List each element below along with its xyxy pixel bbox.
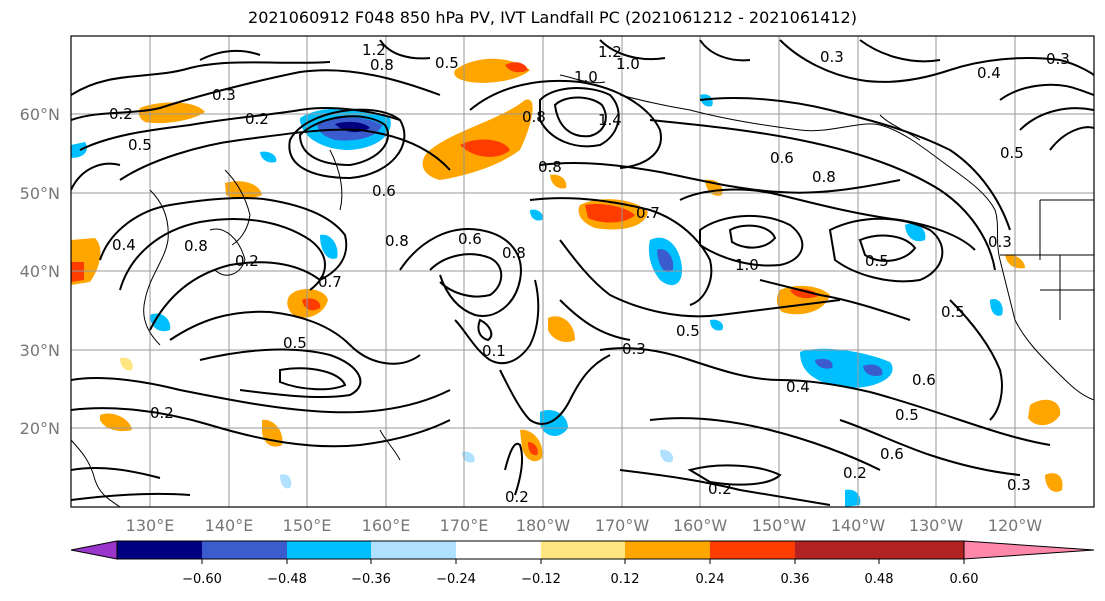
- lon-label: 120°W: [988, 516, 1043, 535]
- contour-label: 0.3: [988, 233, 1012, 251]
- lon-label: 160°W: [673, 516, 728, 535]
- contour-label: 0.2: [235, 252, 259, 270]
- colorbar-tick-label: −0.48: [267, 572, 307, 587]
- lon-label: 170°W: [595, 516, 650, 535]
- contour-label: 0.6: [880, 445, 904, 463]
- contour-label: 0.8: [370, 56, 394, 74]
- colorbar-segment: [456, 541, 541, 559]
- contour-label: 0.8: [184, 237, 208, 255]
- pv-contours: [71, 39, 1094, 506]
- colorbar-tick-label: −0.12: [521, 572, 561, 587]
- colorbar-segment: [879, 541, 964, 559]
- colorbar-segment: [117, 541, 202, 559]
- contour-label: 0.6: [458, 230, 482, 248]
- colorbar-left-arrow: [70, 540, 118, 560]
- map-title: 2021060912 F048 850 hPa PV, IVT Landfall…: [248, 8, 857, 27]
- lon-label: 160°E: [362, 516, 411, 535]
- colorbar-segment: [371, 541, 456, 559]
- contour-label: 0.2: [150, 404, 174, 422]
- contour-label: 0.3: [1007, 476, 1031, 494]
- contour-label: 0.5: [676, 322, 700, 340]
- lat-label: 50°N: [20, 184, 60, 203]
- colorbar-tick-label: 0.24: [696, 572, 725, 587]
- contour-label: 0.5: [895, 406, 919, 424]
- colorbar-segment: [795, 541, 879, 559]
- contour-label: 0.5: [1000, 144, 1024, 162]
- lat-label: 60°N: [20, 105, 60, 124]
- contour-label: 0.3: [212, 86, 236, 104]
- colorbar-tick-label: 0.36: [781, 572, 810, 587]
- contour-label: 1.2: [362, 41, 386, 59]
- colorbar-tick-label: 0.60: [950, 572, 979, 587]
- contour-label: 0.8: [385, 232, 409, 250]
- latitude-axis: 60°N 50°N 40°N 30°N 20°N: [20, 105, 60, 438]
- contour-label: 0.2: [505, 488, 529, 506]
- contour-label: 1.0: [616, 55, 640, 73]
- lon-label: 170°E: [440, 516, 489, 535]
- colorbar-right-arrow: [963, 540, 1095, 560]
- contour-label: 0.6: [912, 371, 936, 389]
- lon-label: 130°W: [909, 516, 964, 535]
- contour-label: 0.5: [283, 334, 307, 352]
- lon-label: 140°W: [831, 516, 886, 535]
- contour-label: 0.8: [502, 244, 526, 262]
- lon-label: 180°W: [516, 516, 571, 535]
- colorbar-segment: [710, 541, 795, 559]
- coastlines: [71, 74, 1094, 507]
- contour-label: 1.0: [735, 256, 759, 274]
- lat-label: 20°N: [20, 419, 60, 438]
- contour-label: 0.5: [865, 252, 889, 270]
- lon-label: 130°E: [126, 516, 175, 535]
- colorbar-tick-label: 0.48: [865, 572, 894, 587]
- longitude-axis: 130°E 140°E 150°E 160°E 170°E 180°W 170°…: [126, 516, 1043, 535]
- colorbar-tick-label: −0.24: [436, 572, 476, 587]
- contour-label: 0.4: [112, 236, 136, 254]
- contour-label: 0.2: [109, 105, 133, 123]
- contour-labels: 0.2 0.3 0.2 0.5 1.2 0.8 0.5 1.2 1.0 1.0 …: [109, 41, 1070, 506]
- contour-label: 0.7: [318, 273, 342, 291]
- contour-label: 0.3: [1046, 50, 1070, 68]
- colorbar-segment: [625, 541, 710, 559]
- contour-label: 0.6: [770, 149, 794, 167]
- colorbar-tick-label: 0.12: [611, 572, 640, 587]
- colorbar-segment: [541, 541, 625, 559]
- contour-label: 0.4: [786, 378, 810, 396]
- contour-label: 0.2: [843, 464, 867, 482]
- colorbar: −0.60 −0.48 −0.36 −0.24 −0.12 0.12 0.24 …: [70, 540, 1095, 587]
- contour-label: 0.2: [708, 480, 732, 498]
- map-frame: [70, 35, 1095, 508]
- colorbar-tick-label: −0.36: [351, 572, 391, 587]
- contour-label: 0.4: [977, 64, 1001, 82]
- contour-label: 1.4: [598, 111, 622, 129]
- contour-label: 1.2: [598, 43, 622, 61]
- contour-label: 0.2: [245, 110, 269, 128]
- colorbar-segment: [202, 541, 287, 559]
- contour-label: 0.8: [522, 108, 546, 126]
- contour-label: 0.8: [538, 158, 562, 176]
- contour-label: 0.7: [636, 204, 660, 222]
- contour-label: 0.3: [820, 48, 844, 66]
- contour-label: 0.3: [622, 340, 646, 358]
- lat-label: 40°N: [20, 262, 60, 281]
- lon-label: 140°E: [205, 516, 254, 535]
- lon-label: 150°E: [283, 516, 332, 535]
- contour-label: 0.5: [128, 136, 152, 154]
- contour-label: 0.8: [812, 168, 836, 186]
- contour-label: 0.5: [435, 54, 459, 72]
- contour-label: 0.6: [372, 182, 396, 200]
- contour-label: 1.0: [574, 68, 598, 86]
- contour-label: 0.1: [482, 342, 506, 360]
- colorbar-segment: [287, 541, 371, 559]
- contour-label: 0.5: [941, 303, 965, 321]
- lon-label: 150°W: [752, 516, 807, 535]
- lat-label: 30°N: [20, 341, 60, 360]
- colorbar-tick-label: −0.60: [182, 572, 222, 587]
